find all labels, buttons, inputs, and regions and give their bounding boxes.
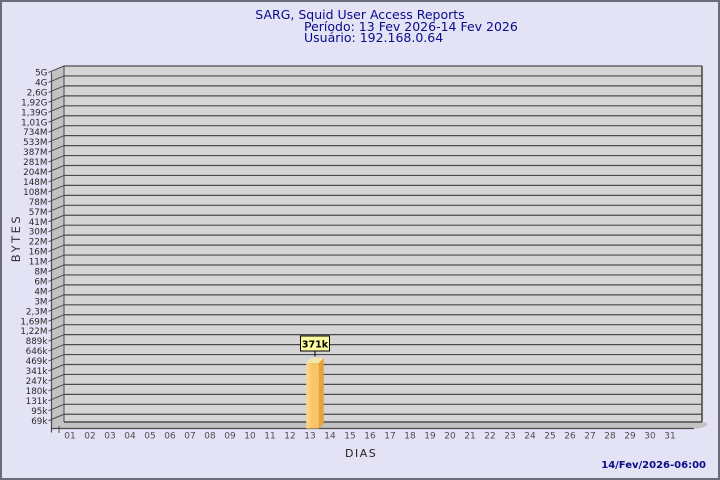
x-axis-day-label: 25 [544,432,555,442]
y-axis-tick-label: 281M [23,158,47,168]
x-axis-day-label: 06 [164,432,176,442]
x-axis-day-label: 04 [124,432,136,442]
y-axis-tick-label: 95k [31,407,48,417]
y-axis-title: BYTES [9,213,23,263]
bar-top-face [306,358,324,363]
bar-side-face [318,358,324,429]
y-axis-tick-label: 1,39G [21,108,48,118]
x-axis-day-label: 29 [624,432,636,442]
y-axis-tick-label: 6M [34,277,47,287]
y-axis-tick-label: 1,92G [21,98,48,108]
x-axis-day-label: 26 [564,432,576,442]
x-axis-day-label: 19 [424,432,436,442]
y-axis-tick-label: 41M [29,218,48,228]
y-axis-tick-label: 30M [29,228,48,238]
y-axis-tick-label: 4M [34,287,47,297]
report-title: SARG, Squid User Access Reports [255,7,465,22]
y-axis-tick-label: 4G [35,78,48,88]
y-axis-tick-label: 646k [26,347,49,357]
report-generated-timestamp: 14/Fev/2026-06:00 [601,460,706,471]
y-axis-tick-label: 78M [29,198,48,208]
x-axis-day-label: 13 [304,432,315,442]
y-axis-tick-label: 387M [23,148,47,158]
y-axis-tick-label: 131k [26,397,49,407]
y-axis-tick-label: 2,6G [27,88,48,98]
y-axis-tick-label: 247k [26,377,49,387]
x-axis-day-label: 10 [244,432,256,442]
y-axis-tick-label: 2,3M [26,307,48,317]
x-axis-day-label: 18 [404,432,416,442]
y-axis-tick-label: 108M [23,188,47,198]
y-axis-tick-label: 180k [26,387,49,397]
x-axis-day-label: 23 [504,432,515,442]
x-axis-day-label: 03 [104,432,115,442]
x-axis-day-label: 09 [224,432,236,442]
x-axis-day-label: 28 [604,432,616,442]
x-axis-day-label: 11 [264,432,275,442]
y-axis-tick-label: 533M [23,138,47,148]
y-axis-tick-label: 734M [23,128,47,138]
x-axis-day-label: 01 [64,432,75,442]
x-axis-day-label: 14 [324,432,336,442]
annotation-box [300,335,330,352]
y-axis-tick-label: 469k [26,357,49,367]
y-axis-tick-labels: 5G4G2,6G1,92G1,39G1,01G734M533M387M281M2… [20,69,48,427]
report-user: Usuário: 192.168.0.64 [304,30,444,45]
x-axis-day-label: 21 [464,432,475,442]
y-axis-tick-label: 11M [29,258,48,268]
y-axis-tick-label: 16M [29,248,48,258]
floor [51,422,708,429]
y-axis-tick-label: 57M [29,208,48,218]
x-axis-day-label: 05 [144,432,155,442]
y-axis-tick-label: 1,69M [20,317,47,327]
chart-gridlines [48,65,703,433]
y-axis-tick [48,65,65,73]
x-axis-day-label: 08 [204,432,216,442]
x-axis-day-label: 07 [184,432,195,442]
x-axis-day-label: 20 [444,432,456,442]
y-axis-tick-label: 3M [34,297,47,307]
y-axis-tick-label: 204M [23,168,47,178]
x-axis-day-label: 02 [84,432,95,442]
x-axis-day-label: 15 [344,432,355,442]
x-axis-day-label: 24 [524,432,536,442]
bar-value-annotations: 371k [300,335,330,357]
chart-bars [306,358,324,429]
report-period: Período: 13 Fev 2026-14 Fev 2026 [304,18,518,34]
y-axis-tick-label: 148M [23,178,47,188]
x-axis-day-label: 27 [584,432,595,442]
x-axis-day-label: 22 [484,432,495,442]
x-axis-day-labels: 01 02 03 04 05 06 07 08 09 10 11 12 13 14 15 16 17 18 19 20… [64,432,675,442]
y-axis-tick-label: 341k [26,367,49,377]
y-axis-tick-label: 889k [26,337,49,347]
x-axis-day-label: 17 [384,432,395,442]
plot-area [64,66,702,422]
bar-front-face [306,363,319,429]
y-axis-tick-label: 1,22M [20,327,47,337]
y-axis-tick-label: 8M [34,268,47,278]
x-axis-day-label: 16 [364,432,376,442]
y-axis-tick-label: 22M [29,238,48,248]
y-axis-tick-label: 1,01G [21,118,48,128]
x-axis-day-label: 12 [284,432,295,442]
x-axis-day-label: 31 [664,432,675,442]
y-axis-tick-label: 69k [31,417,48,427]
x-axis-day-label: 30 [644,432,656,442]
annotation-value-label: 371k [302,340,329,351]
y-axis-tick-label: 5G [35,69,48,79]
x-axis-title: DIAS [345,447,378,460]
